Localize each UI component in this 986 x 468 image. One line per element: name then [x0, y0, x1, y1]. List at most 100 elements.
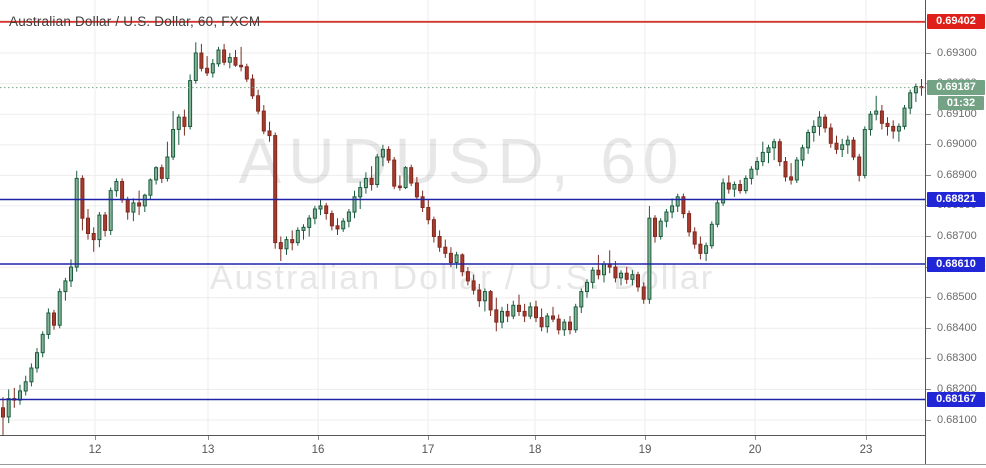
candle-body	[159, 167, 164, 179]
candle-body	[681, 196, 686, 215]
time-tick	[428, 436, 429, 440]
price-tick-label: 0.69300	[937, 46, 977, 59]
candle-body	[539, 317, 544, 328]
price-tick-label: 0.68400	[937, 321, 977, 334]
price-tick	[926, 388, 931, 390]
level-line-68821-label[interactable]: 0.68821	[927, 192, 985, 207]
candle-body	[74, 177, 79, 268]
price-tick-label: 0.68900	[937, 168, 977, 181]
candle-body	[562, 321, 567, 331]
candle-body	[261, 110, 266, 132]
candle-body	[698, 243, 703, 254]
candle-body	[312, 208, 317, 219]
time-tick-label: 12	[88, 444, 102, 456]
candle-body	[233, 57, 238, 66]
candle-body	[222, 49, 227, 63]
candle-body	[18, 390, 22, 401]
candle-body	[165, 156, 170, 179]
candle-body	[823, 116, 828, 129]
candle-body	[301, 226, 306, 231]
price-tick-label: 0.68100	[937, 413, 977, 426]
candle-body	[210, 63, 215, 74]
candle-body	[392, 159, 397, 187]
candle-body	[284, 239, 289, 250]
candle-body	[721, 182, 726, 204]
candle-body	[397, 185, 402, 189]
candle-body	[857, 156, 862, 176]
candle-body	[403, 167, 408, 189]
candle-body	[709, 223, 714, 247]
time-tick-label: 23	[859, 444, 873, 456]
candle-body	[482, 291, 487, 302]
time-tick	[645, 436, 646, 440]
candle-body	[6, 398, 11, 418]
time-tick-label: 20	[748, 444, 762, 456]
candle-body	[420, 196, 425, 209]
time-tick	[535, 436, 536, 440]
candle-body	[885, 122, 890, 128]
level-line-68610-label[interactable]: 0.68610	[927, 256, 985, 272]
candle-body	[426, 207, 431, 221]
candle-body	[69, 266, 73, 282]
chart-canvas[interactable]: AUDUSD, 60 Australian Dollar / U.S. Dolla…	[0, 0, 925, 435]
candle-body	[783, 161, 788, 178]
candle-body	[278, 242, 283, 250]
candle-body	[91, 233, 96, 241]
candle-body	[494, 309, 499, 323]
candle-body	[477, 289, 482, 302]
candle-body	[590, 269, 595, 283]
candle-body	[641, 286, 646, 300]
candle-body	[176, 116, 181, 130]
axis-corner	[925, 435, 986, 464]
price-axis[interactable]: 0.693000.692000.691000.690000.689000.688…	[925, 0, 986, 435]
candle-body	[692, 231, 697, 245]
symbol-legend[interactable]: Australian Dollar / U.S. Dollar, 60, FXC…	[9, 14, 261, 29]
candle-body	[465, 271, 470, 282]
candle-body	[862, 129, 867, 176]
time-axis[interactable]: 12 13 16 17 18 19 20 23	[0, 435, 986, 465]
time-tick	[318, 436, 319, 440]
candle-body	[125, 199, 130, 213]
candle-body	[619, 272, 623, 279]
time-tick-label: 16	[311, 444, 325, 456]
watermark-symbol: AUDUSD, 60	[239, 125, 686, 197]
time-tick	[95, 436, 96, 440]
candle-body	[171, 129, 176, 158]
price-tick	[926, 113, 931, 115]
candle-body	[738, 184, 743, 192]
candle-body	[687, 213, 692, 233]
candle-body	[704, 245, 709, 254]
time-tick	[755, 436, 756, 440]
alert-line-upper-label[interactable]: 0.69402	[927, 14, 985, 30]
candle-body	[431, 219, 436, 237]
candle-body	[346, 211, 351, 222]
candle-body	[568, 321, 572, 331]
candle-body	[341, 220, 346, 230]
time-tick	[866, 436, 867, 440]
candle-body	[551, 315, 555, 320]
level-line-68167-label[interactable]: 0.68167	[927, 392, 985, 407]
price-tick-label: 0.68200	[937, 382, 977, 395]
candle-body	[624, 272, 629, 280]
candle-body	[63, 280, 68, 293]
candle-body	[244, 66, 249, 80]
candle-body	[358, 187, 363, 198]
candle-body	[556, 318, 561, 331]
price-tick	[926, 297, 931, 299]
candle-body	[120, 181, 125, 201]
candle-body	[908, 92, 913, 109]
candle-body	[602, 263, 606, 276]
candle-body	[29, 367, 34, 383]
candle-body	[488, 291, 493, 311]
candle-body	[256, 95, 261, 112]
candle-body	[817, 116, 822, 127]
price-tick-label: 0.68700	[937, 230, 977, 242]
bar-countdown: 01:32	[938, 95, 984, 110]
chart-plot-surface[interactable]: AUDUSD, 60 Australian Dollar / U.S. Dolla…	[0, 0, 925, 435]
candle-body	[749, 168, 754, 179]
candle-body	[613, 266, 618, 279]
candle-body	[363, 177, 368, 189]
candle-body	[545, 315, 550, 328]
candle-body	[664, 211, 669, 222]
candle-body	[114, 181, 119, 192]
